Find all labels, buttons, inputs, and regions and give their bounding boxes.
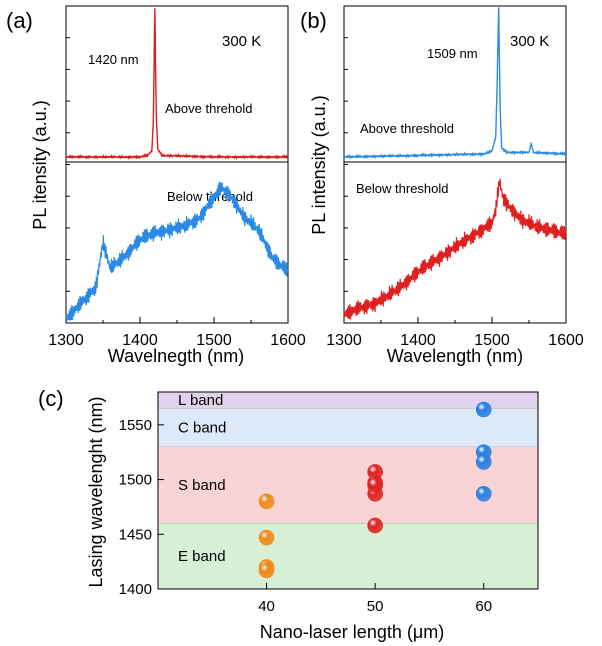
panel-c-ylabel: Lasing wavelenght (nm) [86, 396, 106, 587]
panel-c-x-tick-label: 40 [258, 598, 275, 615]
band-e-band [158, 523, 538, 589]
panel-a-x-tick-label: 1600 [270, 332, 306, 349]
panel-c-x-tick-label: 60 [475, 598, 492, 615]
band-c-band [158, 408, 538, 447]
panel-c: (c) Lasing wavelenght (nm) Nano-laser le… [38, 386, 539, 642]
panel-b-above-label: Above threshold [360, 121, 454, 136]
data-point [258, 562, 275, 579]
band-label: S band [178, 477, 226, 494]
data-point [475, 485, 492, 502]
panel-c-y-tick-label: 1400 [119, 581, 152, 598]
panel-c-label: (c) [38, 386, 64, 411]
panel-a-series-below-line [65, 181, 289, 322]
panel-b-label: (b) [300, 8, 327, 33]
panel-b-peak-label: 1509 nm [427, 46, 478, 61]
panel-c-xlabel: Nano-laser length (μm) [260, 622, 444, 642]
panel-b-series-below-line [343, 178, 567, 320]
panel-b-plot-area: 1300 1400 1500 1600 [326, 5, 584, 349]
panel-b-below-label: Below threshold [356, 181, 449, 196]
panel-a-temperature: 300 K [222, 33, 261, 50]
panel-b-xlabel: Wavelength (nm) [387, 346, 523, 366]
panel-a-ylabel: PL itensity (a.u.) [30, 100, 50, 229]
panel-a-peak-label: 1420 nm [88, 52, 139, 67]
panel-a-x-tick-label: 1300 [48, 332, 84, 349]
panel-b-series-above-line [343, 7, 567, 160]
data-point [367, 477, 383, 493]
panel-b-x-tick-label: 1600 [548, 332, 584, 349]
panel-b-x-tick-label: 1300 [326, 332, 362, 349]
panel-a-label: (a) [6, 8, 33, 33]
panel-b-temperature: 300 K [510, 33, 549, 50]
band-label: C band [178, 420, 226, 437]
panel-c-y-tick-label: 1500 [119, 472, 152, 489]
panel-b-ylabel: PL intensity (a.u.) [309, 95, 329, 234]
panel-a-series-above-line [65, 8, 289, 161]
data-point [367, 517, 383, 534]
panel-a: (a) 300 K 1420 nm Above threhold Below t… [6, 5, 306, 366]
band-l-band [158, 392, 538, 409]
data-point [475, 401, 492, 418]
panel-c-frame [157, 391, 539, 590]
panel-c-x-tick-label: 50 [367, 598, 384, 615]
data-point [258, 529, 275, 546]
panel-a-x-tick-label: 1400 [122, 332, 158, 349]
band-label: E band [178, 548, 226, 565]
panel-a-plot-area: 1300 1400 1500 1600 [48, 5, 306, 349]
panel-a-x-tick-label: 1500 [196, 332, 232, 349]
panel-c-y-tick-label: 1450 [119, 526, 152, 543]
panel-c-y-tick-label: 1550 [119, 417, 152, 434]
panel-b-x-tick-label: 1400 [400, 332, 436, 349]
panel-a-xlabel: Wavelnegth (nm) [108, 346, 244, 366]
data-point [475, 454, 492, 470]
band-label: L band [178, 392, 223, 409]
band-s-band [158, 446, 538, 524]
panel-b-x-tick-label: 1500 [474, 332, 510, 349]
panel-c-plot-area: E band S band C band L band 1400 1450 1500 1550… [119, 391, 539, 615]
panel-b: (b) 300 K 1509 nm Above threshold Below … [300, 5, 584, 366]
data-point [258, 493, 275, 510]
panel-a-above-label: Above threhold [165, 101, 252, 116]
